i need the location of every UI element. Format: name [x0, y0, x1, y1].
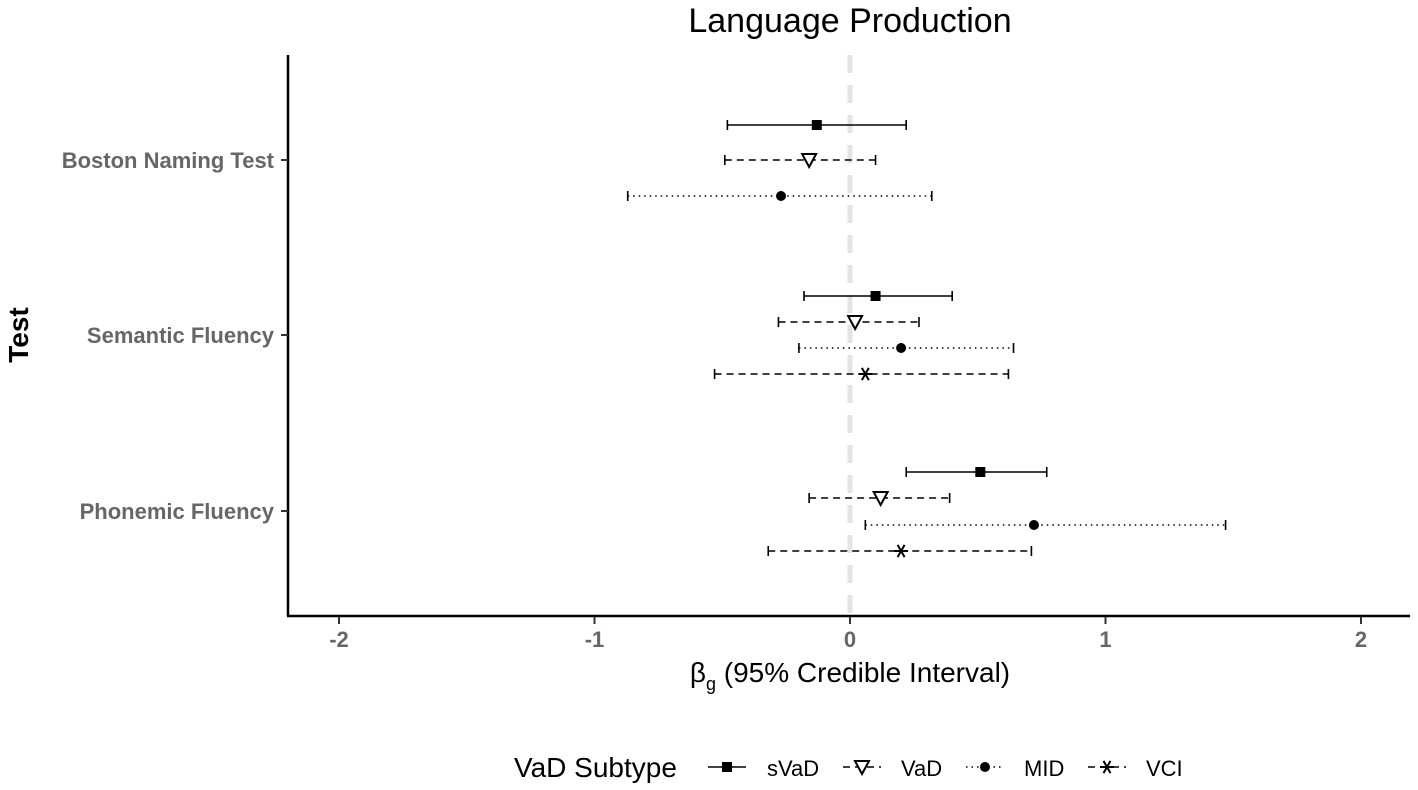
legend-key-vci	[1100, 760, 1114, 774]
x-axis-title: βg (95% Credible Interval)	[690, 657, 1010, 694]
errorbar-mid-1	[798, 343, 1015, 353]
x-axis-ticks: -2 -1 0 1 2	[329, 617, 1367, 652]
legend-item-svad: sVaD	[708, 756, 819, 781]
legend-key-vad	[853, 760, 871, 777]
legend-item-vci: VCI	[1088, 756, 1183, 781]
y-tick-label: Boston Naming Test	[62, 148, 275, 173]
chart-title: Language Production	[688, 2, 1011, 40]
y-tick-label: Semantic Fluency	[87, 323, 275, 348]
point-vad-1	[846, 315, 864, 332]
point-svad-1	[870, 291, 881, 301]
x-tick-label: 2	[1355, 627, 1367, 652]
y-axis-title: Test	[3, 307, 34, 363]
x-tick-label: 0	[844, 627, 856, 652]
point-vad-2	[871, 491, 890, 508]
errorbar-mid-2	[864, 520, 1227, 530]
y-axis-ticks: Boston Naming Test Semantic Fluency Phonem…	[62, 148, 288, 524]
point-vci-1	[858, 367, 873, 381]
x-tick-label: 1	[1099, 627, 1111, 652]
errorbar-vad-1	[777, 317, 920, 327]
errorbar-vad-0	[724, 155, 877, 165]
errorbar-mid-0	[626, 191, 933, 201]
point-mid-0	[776, 191, 787, 201]
plot-area	[626, 55, 1227, 614]
legend-key-mid	[980, 762, 990, 772]
point-svad-0	[811, 120, 822, 130]
point-vad-0	[800, 153, 818, 170]
x-tick-label: -2	[329, 627, 349, 652]
legend: VaD Subtype sVaD VaD MID VCI	[514, 752, 1183, 783]
point-mid-1	[896, 343, 907, 353]
legend-item-mid: MID	[966, 756, 1064, 781]
legend-label-svad: sVaD	[767, 756, 819, 781]
legend-item-vad: VaD	[843, 756, 942, 781]
errorbar-vci-2	[767, 546, 1033, 556]
point-svad-2	[975, 467, 986, 477]
legend-label-mid: MID	[1024, 756, 1064, 781]
y-tick-label: Phonemic Fluency	[80, 499, 275, 524]
legend-label-vad: VaD	[901, 756, 942, 781]
point-vci-2	[894, 544, 909, 558]
legend-title: VaD Subtype	[514, 752, 677, 783]
legend-label-vci: VCI	[1146, 756, 1183, 781]
point-mid-2	[1028, 520, 1039, 530]
errorbar-vad-2	[808, 493, 951, 503]
legend-key-svad	[722, 762, 732, 772]
x-tick-label: -1	[585, 627, 605, 652]
